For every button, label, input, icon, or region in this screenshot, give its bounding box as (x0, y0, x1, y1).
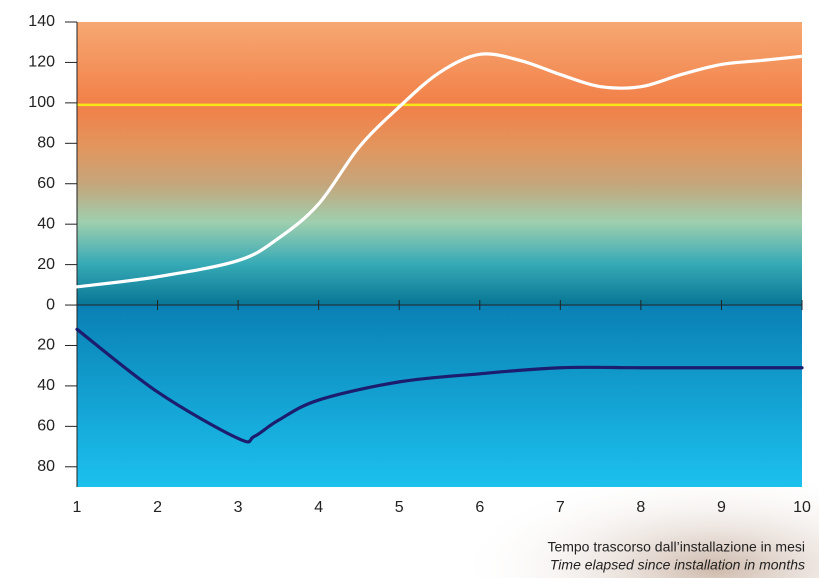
x-tick-label: 6 (475, 499, 484, 516)
x-axis-label: Tempo trascorso dall’installazione in me… (547, 539, 805, 555)
y-tick-label: 140 (28, 13, 55, 30)
y-tick-label: 80 (37, 135, 55, 152)
y-tick-label: 20 (37, 256, 55, 273)
x-tick-label: 4 (314, 499, 323, 516)
y-tick-label: 120 (28, 54, 55, 71)
x-tick-label: 2 (153, 499, 162, 516)
y-tick-label: 80 (37, 458, 55, 475)
x-tick-label: 3 (234, 499, 243, 516)
x-tick-label: 5 (395, 499, 404, 516)
y-tick-label: 40 (37, 215, 55, 232)
x-tick-label: 9 (717, 499, 726, 516)
x-tick-label: 7 (556, 499, 565, 516)
series-line (75, 327, 804, 444)
x-axis-label-en: Time elapsed since installation in month… (550, 557, 805, 573)
x-tick-label: 1 (73, 499, 82, 516)
y-tick-label: 0 (46, 296, 55, 313)
y-tick-label: 100 (28, 94, 55, 111)
y-tick-label: 60 (37, 418, 55, 435)
x-tick-label: 10 (793, 499, 811, 516)
y-tick-label: 60 (37, 175, 55, 192)
y-tick-label: 40 (37, 377, 55, 394)
series-line (75, 52, 804, 289)
x-tick-label: 8 (636, 499, 645, 516)
plot-area (77, 22, 802, 487)
y-tick-label: 20 (37, 337, 55, 354)
